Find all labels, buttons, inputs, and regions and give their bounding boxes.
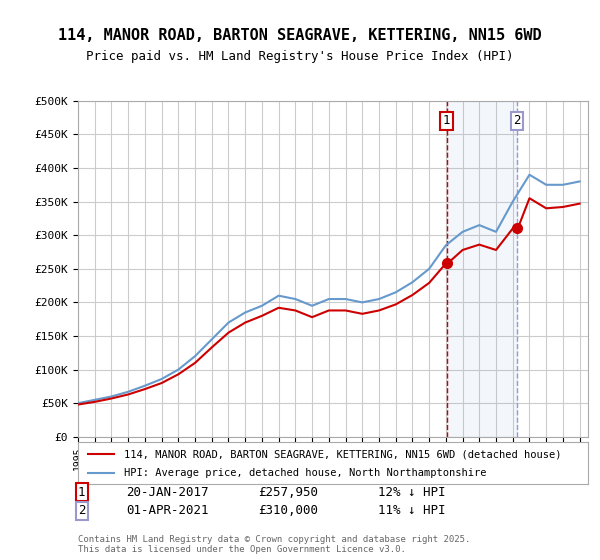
Bar [447, 101, 517, 437]
Text: £257,950: £257,950 [258, 486, 318, 498]
Text: HPI: Average price, detached house, North Northamptonshire: HPI: Average price, detached house, Nort… [124, 468, 487, 478]
Text: Contains HM Land Registry data © Crown copyright and database right 2025.
This d: Contains HM Land Registry data © Crown c… [78, 535, 470, 554]
Text: 12% ↓ HPI: 12% ↓ HPI [378, 486, 445, 498]
Text: 2: 2 [78, 504, 86, 517]
Text: 114, MANOR ROAD, BARTON SEAGRAVE, KETTERING, NN15 6WD (detached house): 114, MANOR ROAD, BARTON SEAGRAVE, KETTER… [124, 449, 562, 459]
Text: 1: 1 [443, 114, 451, 128]
Text: Price paid vs. HM Land Registry's House Price Index (HPI): Price paid vs. HM Land Registry's House … [86, 50, 514, 63]
Text: £310,000: £310,000 [258, 504, 318, 517]
Text: 20-JAN-2017: 20-JAN-2017 [126, 486, 209, 498]
Text: 1: 1 [78, 486, 86, 498]
Text: 114, MANOR ROAD, BARTON SEAGRAVE, KETTERING, NN15 6WD: 114, MANOR ROAD, BARTON SEAGRAVE, KETTER… [58, 28, 542, 43]
Text: 01-APR-2021: 01-APR-2021 [126, 504, 209, 517]
Text: 2: 2 [513, 114, 521, 128]
Text: 11% ↓ HPI: 11% ↓ HPI [378, 504, 445, 517]
